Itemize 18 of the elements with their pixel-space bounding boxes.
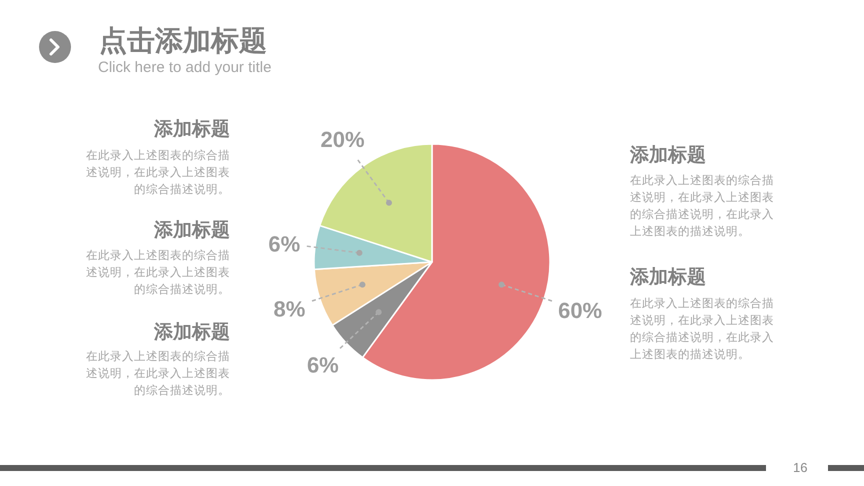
data-label: 6% [268, 231, 300, 256]
text: 添加标题 [154, 118, 230, 142]
text: 在此录入上述图表的综合描述说明，在此录入上述图表的综合描述说明。 [85, 148, 230, 198]
data-label: 8% [274, 296, 306, 322]
chart-subtitle: Click here to add your title [98, 59, 272, 77]
text: 添加标题 [154, 321, 230, 345]
text: 16 [793, 460, 808, 476]
text: 在此录入上述图表的综合描述说明，在此录入上述图表的综合描述说明，在此录入上述图表的描述说明。 [630, 296, 775, 362]
data-label: 60% [558, 298, 602, 324]
data-label: 20% [320, 126, 365, 152]
text: 在此录入上述图表的综合描述说明，在此录入上述图表的综合描述说明。 [85, 348, 230, 398]
text: 添加标题 [154, 219, 230, 243]
text: 添加标题 [630, 144, 706, 168]
text: 在此录入上述图表的综合描述说明，在此录入上述图表的综合描述说明，在此录入上述图表的描述说明。 [630, 172, 775, 240]
text: 在此录入上述图表的综合描述说明，在此录入上述图表的综合描述说明。 [85, 248, 230, 298]
chart-title: 点击添加标题 [99, 24, 267, 58]
data-label: 6% [306, 352, 339, 378]
text: 添加标题 [630, 266, 706, 290]
